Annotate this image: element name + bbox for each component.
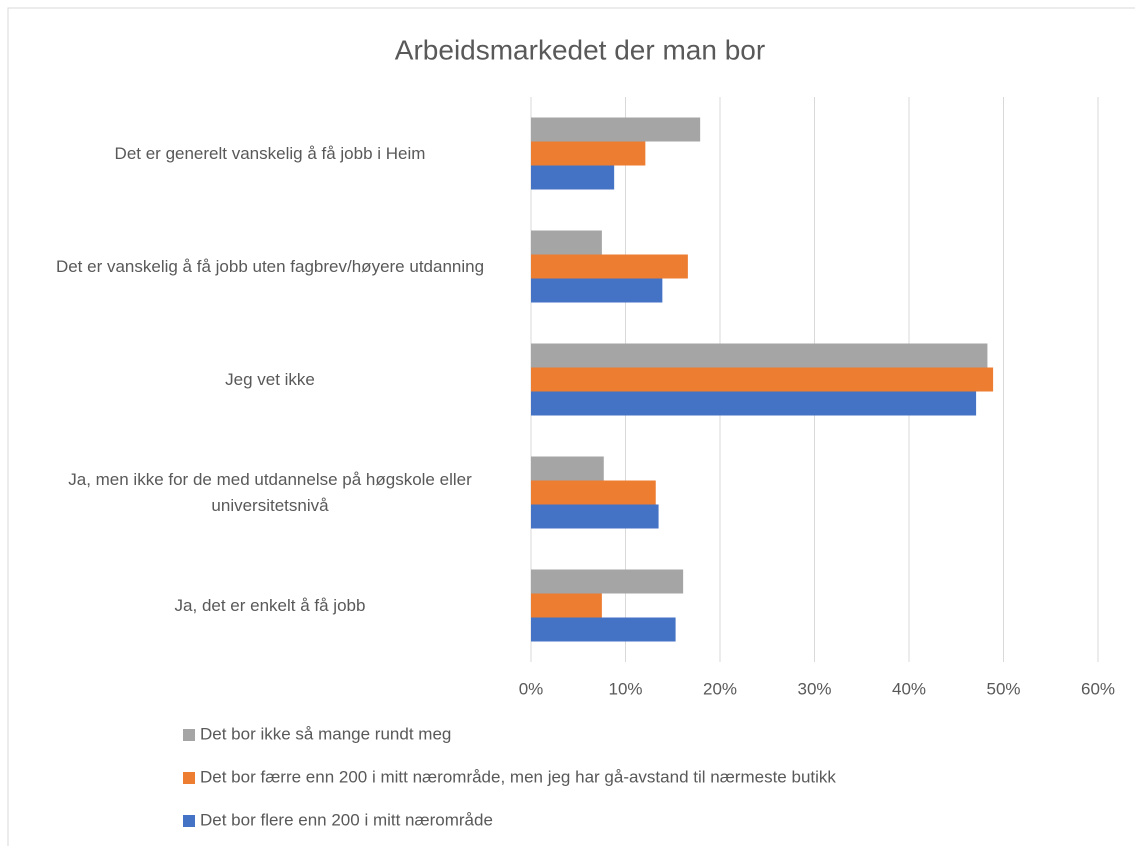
legend-swatch [183, 815, 195, 827]
bar [531, 617, 676, 642]
x-tick-label: 50% [986, 679, 1020, 698]
y-tick-label: Ja, men ikke for de med utdannelse på hø… [68, 469, 472, 515]
legend-swatch [183, 729, 195, 741]
x-tick-label: 10% [608, 679, 642, 698]
bar [531, 117, 701, 142]
chart-title: Arbeidsmarkedet der man bor [395, 34, 765, 65]
legend-swatch [183, 772, 195, 784]
chart-border [7, 7, 1135, 846]
legend-label: Det bor færre enn 200 i mitt nærområde, … [200, 767, 836, 786]
bar [531, 504, 659, 529]
bar [531, 367, 994, 392]
x-tick-label: 60% [1081, 679, 1115, 698]
x-tick-label: 30% [797, 679, 831, 698]
legend-label: Det bor ikke så mange rundt meg [200, 724, 451, 743]
x-tick-label: 20% [703, 679, 737, 698]
bar [531, 165, 615, 190]
y-tick-label: Ja, det er enkelt å få jobb [174, 595, 366, 615]
bar [531, 569, 684, 594]
x-tick-label: 0% [519, 679, 544, 698]
bar [531, 593, 602, 618]
bar [531, 343, 988, 368]
bar [531, 456, 604, 481]
bar [531, 230, 602, 255]
bar [531, 141, 646, 166]
bar [531, 480, 656, 505]
y-tick-label: Jeg vet ikke [225, 369, 315, 389]
y-tick-label: Det er vanskelig å få jobb uten fagbrev/… [55, 256, 485, 276]
legend-label: Det bor flere enn 200 i mitt nærområde [200, 810, 493, 829]
bar [531, 278, 663, 303]
bar [531, 391, 977, 416]
x-tick-label: 40% [892, 679, 926, 698]
bar [531, 254, 688, 279]
y-tick-label: Det er generelt vanskelig å få jobb i He… [114, 143, 426, 163]
